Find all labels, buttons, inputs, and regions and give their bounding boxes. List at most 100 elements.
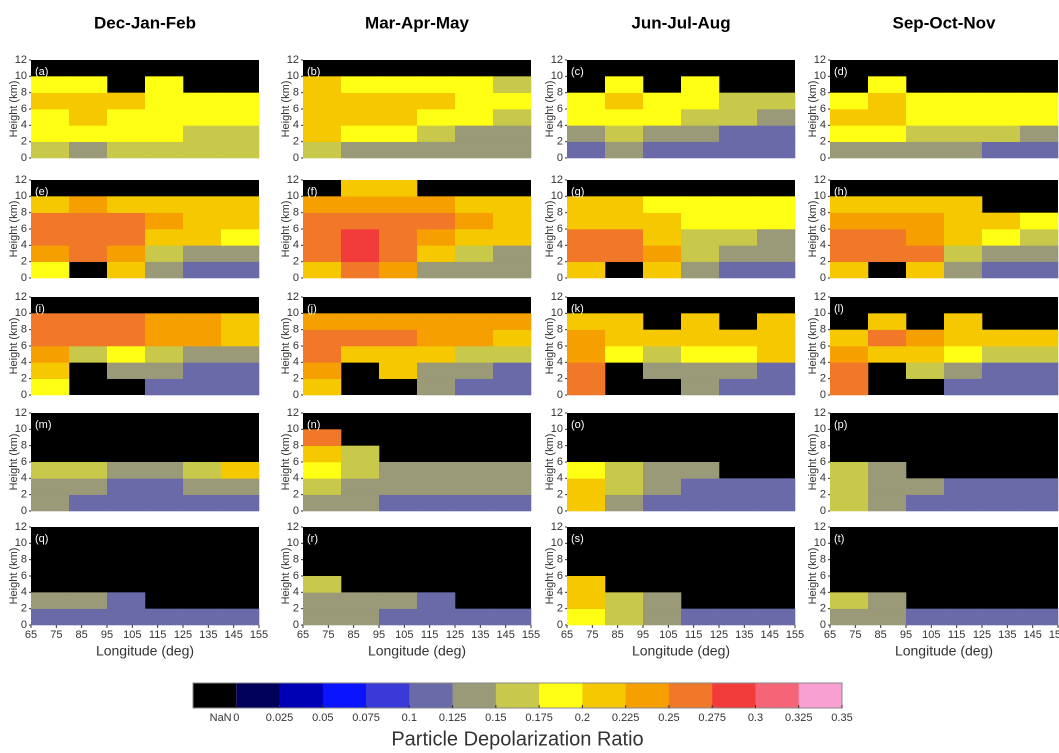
column-title: Sep-Oct-Nov (893, 13, 997, 32)
heatmap-cell (567, 592, 606, 609)
heatmap-cell (379, 141, 418, 159)
heatmap-cell (221, 313, 260, 330)
y-tick-label: 8 (557, 87, 563, 99)
y-tick-label: 8 (557, 324, 563, 336)
y-tick-label: 12 (287, 291, 299, 303)
x-tick-label: 115 (685, 629, 703, 641)
heatmap-cell (379, 229, 418, 246)
y-tick-label: 8 (293, 554, 299, 566)
heatmap-cell (69, 92, 108, 110)
y-axis-label: Height (km) (280, 548, 292, 605)
heatmap-cell (183, 245, 222, 262)
colorbar-nan (193, 683, 237, 708)
heatmap-cell (303, 592, 342, 609)
heatmap-cell (303, 125, 342, 142)
heatmap-cell (757, 494, 796, 512)
heatmap-cell (417, 212, 456, 230)
column-title: Mar-Apr-May (365, 13, 469, 32)
heatmap-cell (982, 245, 1021, 262)
colorbar-tick-label: 0.3 (748, 712, 763, 724)
heatmap-cell (31, 378, 70, 396)
heatmap-cell (303, 429, 342, 446)
y-tick-label: 0 (820, 505, 826, 517)
heatmap-cell (341, 494, 380, 512)
y-tick-label: 8 (557, 554, 563, 566)
column-title: Dec-Jan-Feb (94, 13, 196, 32)
heatmap-cell (1020, 478, 1059, 495)
heatmap-cell (906, 141, 945, 159)
heatmap-cell (944, 245, 983, 262)
heatmap-cell (145, 109, 184, 126)
heatmap-cell (1020, 608, 1059, 626)
colorbar-tick-label: 0.225 (612, 712, 640, 724)
heatmap-cell (868, 313, 907, 330)
heatmap-cell (493, 245, 532, 262)
heatmap-cell (493, 362, 532, 379)
y-tick-label: 2 (293, 489, 299, 501)
heatmap-cell (417, 346, 456, 363)
y-axis-label: Height (km) (807, 548, 819, 605)
heatmap-cell (183, 196, 222, 213)
heatmap-cell (69, 494, 108, 512)
heatmap-cell (567, 92, 606, 110)
heatmap-cell (493, 125, 532, 142)
x-tick-label: 145 (760, 629, 778, 641)
y-tick-label: 12 (814, 521, 826, 533)
y-tick-label: 4 (21, 356, 27, 368)
heatmap-cell (341, 109, 380, 126)
x-tick-label: 135 (471, 629, 489, 641)
heatmap-cell (719, 245, 758, 262)
heatmap-cell (145, 229, 184, 246)
heatmap-cell (757, 229, 796, 246)
heatmap-cell (31, 313, 70, 330)
y-tick-label: 0 (293, 152, 299, 164)
y-tick-label: 4 (293, 119, 299, 131)
heatmap-cell (982, 125, 1021, 142)
heatmap-cell (455, 478, 494, 495)
heatmap-cell (379, 109, 418, 126)
heatmap-cell (379, 494, 418, 512)
y-tick-label: 0 (557, 389, 563, 401)
x-axis-label: Longitude (deg) (632, 643, 730, 659)
y-tick-label: 2 (557, 136, 563, 148)
heatmap-cell (69, 329, 108, 347)
heatmap-cell (944, 196, 983, 213)
y-tick-label: 4 (293, 356, 299, 368)
heatmap-cell (69, 608, 108, 626)
heatmap-cell (31, 196, 70, 213)
heatmap-cell (145, 261, 184, 279)
y-axis-label: Height (km) (8, 318, 20, 375)
heatmap-cell (493, 141, 532, 159)
heatmap-cell (417, 592, 456, 609)
heatmap-cell (830, 229, 869, 246)
y-tick-label: 6 (557, 340, 563, 352)
heatmap-cell (379, 92, 418, 110)
heatmap-cell (341, 212, 380, 230)
y-tick-label: 8 (293, 324, 299, 336)
heatmap-cell (145, 141, 184, 159)
panel-label: (d) (834, 66, 847, 78)
heatmap-cell (830, 362, 869, 379)
heatmap-cell (69, 212, 108, 230)
heatmap-cell (455, 125, 494, 142)
heatmap-cell (643, 608, 682, 626)
y-axis-label: Height (km) (280, 81, 292, 138)
y-tick-label: 6 (293, 570, 299, 582)
y-tick-label: 10 (814, 307, 826, 319)
y-tick-label: 8 (21, 324, 27, 336)
heatmap-cell (379, 608, 418, 626)
heatmap-cell (681, 494, 720, 512)
heatmap-cell (757, 261, 796, 279)
heatmap-cell (868, 141, 907, 159)
y-tick-label: 12 (15, 174, 27, 186)
heatmap-cell (681, 196, 720, 213)
heatmap-cell (605, 462, 644, 479)
heatmap-cell (906, 92, 945, 110)
heatmap-cell (830, 378, 869, 396)
y-tick-label: 0 (21, 389, 27, 401)
heatmap-cell (944, 362, 983, 379)
heatmap-cell (1020, 92, 1059, 110)
heatmap-cell (303, 196, 342, 213)
heatmap-cell (341, 245, 380, 262)
heatmap-cell (31, 329, 70, 347)
